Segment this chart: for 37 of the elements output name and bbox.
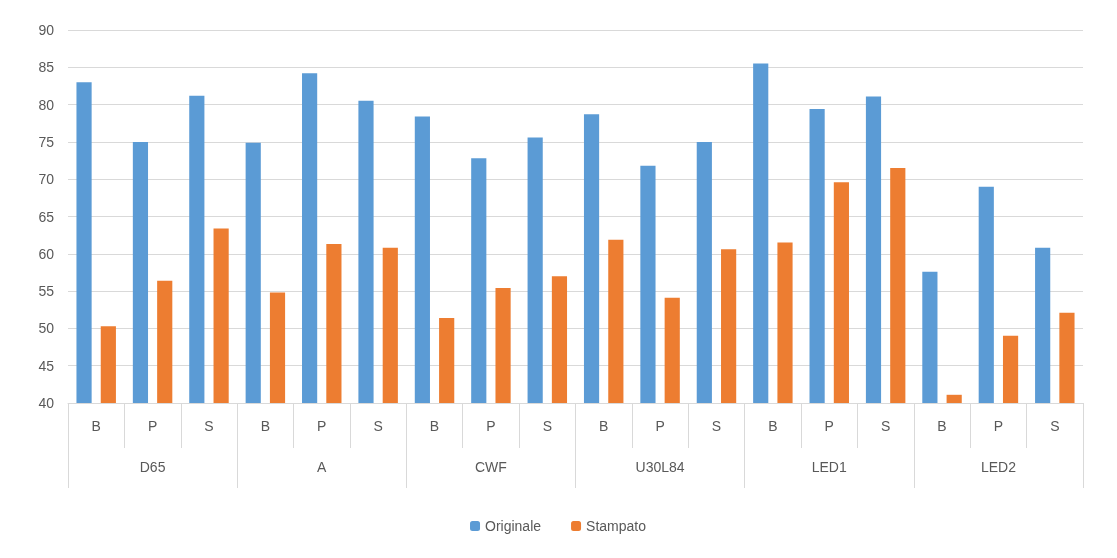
text: U30L84 [635,459,685,475]
y-tick-label: 70 [38,171,55,188]
x-tick-label: P [147,418,158,434]
x-tick-label: P [993,418,1004,434]
x-tick-label: S [1050,418,1060,434]
text: LED1 [811,459,847,475]
y-tick-label: 65 [38,208,55,225]
legend-label: Originale [485,518,542,534]
x-tick-label: B [599,418,609,434]
text: A [317,459,328,475]
text: LED2 [980,459,1017,475]
x-tick-label: B [260,418,271,434]
text: D65 [139,459,166,475]
y-tick-label: 50 [38,320,55,337]
x-tick-label: B [937,418,947,434]
x-tick-label: B [768,418,778,434]
y-tick-label: 55 [38,283,55,300]
y-tick-label: 80 [38,96,55,113]
x-tick-label: P [317,418,327,434]
x-tick-label: P [824,418,834,434]
y-tick-label: 90 [38,22,55,38]
x-tick-label: S [373,418,383,434]
y-tick-label: 60 [38,245,55,262]
y-tick-label: 40 [38,395,55,411]
x-tick-label: S [711,418,722,434]
x-tick-label: S [880,418,891,434]
x-tick-label: B [91,418,101,434]
x-tick-label: S [542,418,552,434]
y-tick-label: 75 [38,133,55,150]
x-tick-label: P [486,418,496,434]
x-tick-label: B [429,418,440,434]
y-tick-label: 85 [38,59,55,76]
x-tick-label: S [204,418,214,434]
text: CWF [474,459,507,475]
y-tick-label: 45 [38,357,55,374]
legend-label: Stampato [586,518,647,534]
x-tick-label: P [655,418,665,434]
